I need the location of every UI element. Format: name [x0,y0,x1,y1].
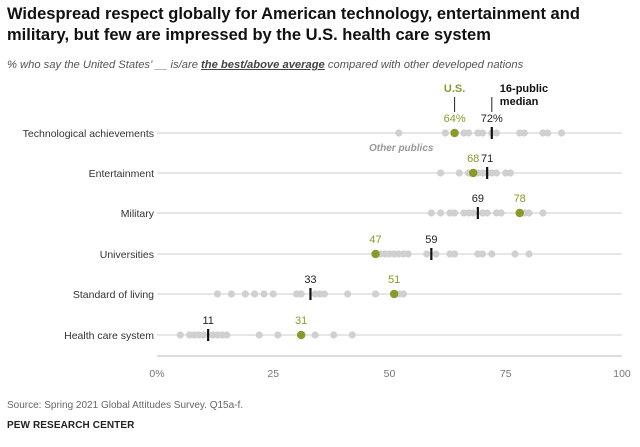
other-public-dot [488,250,496,258]
other-public-dot [297,290,305,298]
other-public-dot [492,129,501,137]
chart-title: Widespread respect globally for American… [7,5,580,44]
other-public-dot [520,129,528,137]
source-text: Spring 2021 Global Attitudes Survey. Q15… [44,400,244,411]
x-tick-label: 50 [384,368,396,380]
other-public-dot [544,129,552,137]
other-public-dot [478,250,487,258]
other-public-dot [255,331,263,339]
category-label: Technological achievements [23,128,154,140]
other-public-dot [464,129,473,137]
other-public-dot [557,129,566,137]
other-public-dot [227,290,235,298]
other-public-dot [423,250,431,258]
other-public-dot [404,250,412,258]
category-label: Military [121,208,155,220]
other-public-dot [451,209,459,217]
subtitle-prefix: % who say the United States’ __ is/are [7,59,202,71]
other-public-dot [371,290,380,298]
x-tick-label: 25 [267,368,279,380]
legend-us-label: U.S. [444,83,465,95]
chart-subtitle: % who say the United States’ __ is/are t… [7,59,635,71]
us-dot [389,289,399,299]
x-tick-label: 100 [613,368,631,380]
other-public-dot [330,331,338,339]
brand-logo-text: PEW RESEARCH CENTER [7,420,135,431]
us-value-label: 64% [444,113,466,125]
legend-median-label: 16-public median [500,83,548,108]
us-value-label: 78 [514,193,526,205]
us-value-label: 51 [388,274,400,286]
other-public-dot [348,331,356,339]
category-label: Universities [100,249,154,261]
median-value-label: 33 [304,274,316,286]
us-dot [450,128,459,138]
source-label: Source: [7,400,42,411]
other-public-dot [539,209,547,217]
other-public-dot [492,169,501,177]
other-public-dot [251,290,259,298]
other-public-dot [478,129,487,137]
other-public-dot [320,290,328,298]
category-label: Health care system [64,330,154,342]
other-public-dot [395,129,403,137]
other-public-dot [437,209,445,217]
other-public-dot [451,250,459,258]
other-public-dot [432,250,440,258]
us-value-label: 31 [295,315,307,327]
other-public-dot [506,169,514,177]
other-public-dot [241,290,249,298]
other-public-dot [311,331,319,339]
other-public-dot [525,250,533,258]
other-public-dot [213,290,222,298]
other-public-dot [223,331,231,339]
other-public-dot [455,169,463,177]
other-public-dot [199,331,208,339]
other-public-dot [260,290,268,298]
subtitle-suffix: compared with other developed nations [324,59,524,71]
other-public-dot [176,331,184,339]
median-value-label: 72% [481,113,503,125]
us-dot [469,168,478,178]
us-dot [296,330,306,340]
other-public-dot [525,209,533,217]
median-value-label: 71 [481,153,493,165]
subtitle-highlight: the best/above average [201,59,325,71]
other-public-dot [269,290,277,298]
us-dot [371,249,380,259]
other-public-dot [469,209,477,217]
us-dot [515,208,524,218]
other-public-dot [344,290,352,298]
category-label: Standard of living [73,289,154,301]
us-value-label: 68 [467,153,479,165]
us-value-label: 47 [369,234,381,246]
median-value-label: 59 [425,234,437,246]
category-label: Entertainment [89,168,154,180]
x-tick-label: 0% [149,368,164,380]
other-public-dot [427,209,435,217]
other-public-dot [274,331,282,339]
x-tick-label: 75 [500,368,512,380]
other-public-dot [511,250,519,258]
legend-other-publics-label: Other publics [369,143,434,154]
other-public-dot [497,209,505,217]
median-value-label: 11 [202,315,213,327]
median-value-label: 69 [472,193,484,205]
other-public-dot [437,169,445,177]
other-public-dot [399,290,408,298]
other-public-dot [441,129,449,137]
source-note: Source: Spring 2021 Global Attitudes Sur… [7,400,243,411]
other-public-dot [483,209,491,217]
